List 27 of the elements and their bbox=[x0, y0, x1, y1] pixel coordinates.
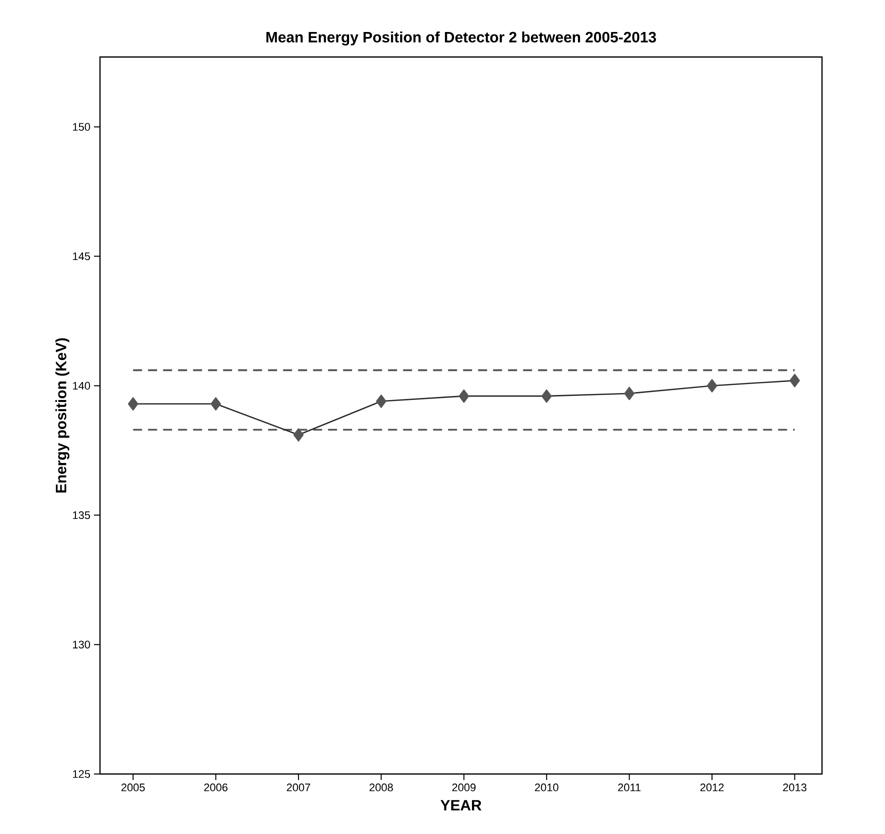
point bbox=[790, 374, 800, 388]
point bbox=[376, 394, 386, 408]
point bbox=[541, 389, 552, 403]
x-tick-label: 2011 bbox=[618, 784, 641, 792]
point bbox=[128, 397, 138, 410]
x-tick-label: 2013 bbox=[783, 784, 806, 792]
y-axis-title: Energy position (KeV) bbox=[55, 338, 70, 493]
y-tick-label: 130 bbox=[73, 640, 90, 648]
y-tick-label: 145 bbox=[73, 252, 90, 260]
x-tick-label: 2007 bbox=[286, 784, 310, 792]
x-axis-title: YEAR bbox=[440, 800, 482, 810]
x-tick-label: 2009 bbox=[452, 784, 476, 792]
point bbox=[210, 397, 221, 410]
x-tick-label: 2008 bbox=[370, 784, 393, 792]
chart-title: Mean Energy Position of Detector 2 between 2005-2013 bbox=[266, 31, 656, 46]
point bbox=[706, 379, 718, 392]
y-tick-label: 125 bbox=[73, 770, 90, 778]
x-tick-label: 2005 bbox=[121, 784, 145, 792]
y-tick-label: 140 bbox=[73, 382, 90, 390]
x-tick-label: 2006 bbox=[204, 784, 228, 792]
point bbox=[624, 386, 634, 400]
y-tick-label: 150 bbox=[73, 123, 90, 131]
point bbox=[458, 389, 470, 403]
point bbox=[293, 428, 304, 442]
x-tick-label: 2010 bbox=[534, 784, 558, 792]
y-tick-label: 135 bbox=[73, 511, 90, 520]
x-tick-label: 2012 bbox=[700, 784, 724, 792]
